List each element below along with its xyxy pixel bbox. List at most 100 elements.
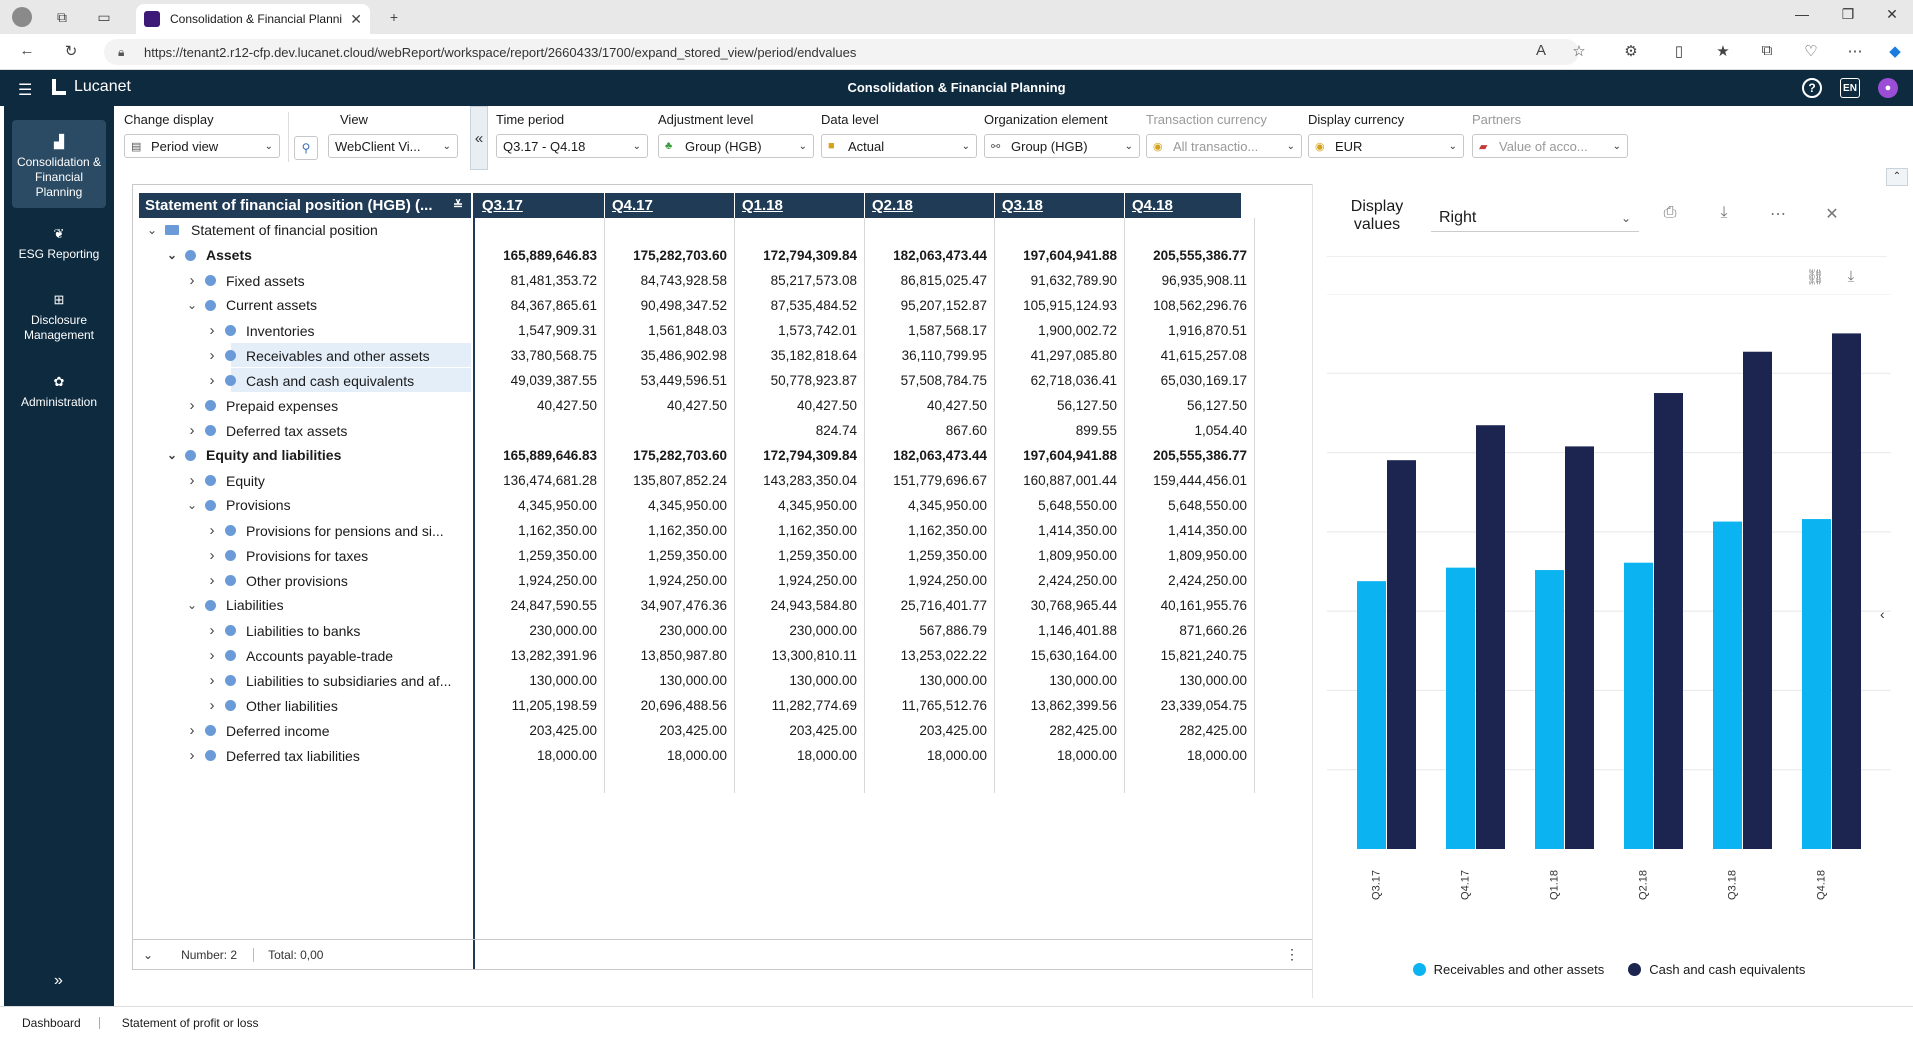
table-cell[interactable]: 15,630,164.00 [1030,648,1117,663]
table-cell[interactable]: 1,547,909.31 [518,323,597,338]
table-cell[interactable]: 165,889,646.83 [503,448,597,463]
table-cell[interactable]: 867.60 [945,423,987,438]
table-cell[interactable]: 84,367,865.61 [510,298,597,313]
table-cell[interactable]: 1,809,950.00 [1038,548,1117,563]
table-row[interactable]: › Liabilities to banks 230,000.00 230,000.0… [139,618,1248,643]
restore-icon[interactable]: ❐ [1841,6,1855,22]
table-cell[interactable]: 18,000.00 [926,748,987,763]
table-cell[interactable]: 25,716,401.77 [900,598,987,613]
table-cell[interactable]: 11,282,774.69 [771,698,857,713]
table-cell[interactable]: 13,850,987.80 [640,648,727,663]
table-cell[interactable]: 135,807,852.24 [633,473,727,488]
table-row[interactable]: ⌄ Statement of financial position [139,218,1241,243]
chevron-right-icon[interactable]: › [189,422,195,439]
table-row[interactable]: › Receivables and other assets 33,780,568.… [139,343,1247,368]
table-cell[interactable]: 24,943,584.80 [770,598,857,613]
download-icon[interactable]: ⤓ [1720,204,1728,221]
new-tab-icon[interactable]: + [389,9,399,25]
row-settings-icon[interactable]: ≚ [452,198,463,212]
table-cell[interactable]: 87,535,484.52 [770,298,857,313]
table-cell[interactable]: 35,486,902.98 [640,348,727,363]
table-cell[interactable]: 40,427.50 [666,398,727,413]
table-cell[interactable]: 34,907,476.36 [640,598,727,613]
chevron-down-icon[interactable]: ⌄ [186,498,198,512]
period-header[interactable]: Q4.18 [1125,193,1255,218]
adjustment-level-select[interactable]: ♣ Group (HGB) ⌄ [658,134,814,158]
table-cell[interactable]: 13,253,022.22 [900,648,987,663]
print-icon[interactable]: ⎙ [1663,204,1677,221]
table-cell[interactable]: 205,555,386.77 [1153,248,1247,263]
table-row[interactable]: › Fixed assets 81,481,353.72 84,743,928.58 8… [139,268,1248,293]
table-cell[interactable]: 172,794,309.84 [763,448,857,463]
chevron-down-icon[interactable]: ⌄ [186,298,198,312]
table-cell[interactable]: 1,162,350.00 [648,523,727,538]
expand-nav-icon[interactable]: » [54,972,63,989]
table-cell[interactable]: 18,000.00 [1056,748,1117,763]
table-cell[interactable]: 35,182,818.64 [770,348,857,363]
chevron-right-icon[interactable]: › [189,747,195,764]
back-icon[interactable]: ← [19,42,35,59]
bar[interactable] [1624,562,1653,849]
table-cell[interactable]: 49,039,387.55 [510,373,597,388]
chevron-right-icon[interactable]: › [189,722,195,739]
table-cell[interactable]: 230,000.00 [659,623,727,638]
table-cell[interactable]: 105,915,124.93 [1023,298,1117,313]
table-cell[interactable]: 13,282,391.96 [510,648,597,663]
period-header[interactable]: Q3.18 [995,193,1125,218]
chevron-right-icon[interactable]: › [189,472,195,489]
period-header[interactable]: Q4.17 [605,193,735,218]
table-cell[interactable]: 1,924,250.00 [778,573,857,588]
profile-icon[interactable] [12,7,32,27]
table-cell[interactable]: 1,259,350.00 [778,548,857,563]
collections-icon[interactable]: ⧉ [1761,42,1773,59]
more-icon[interactable]: ⋯ [1847,43,1863,60]
table-cell[interactable]: 4,345,950.00 [518,498,597,513]
table-cell[interactable]: 1,259,350.00 [648,548,727,563]
table-cell[interactable]: 1,900,002.72 [1038,323,1117,338]
table-cell[interactable]: 20,696,488.56 [640,698,727,713]
table-cell[interactable]: 203,425.00 [659,723,727,738]
collapse-all-icon[interactable]: ⌄ [143,947,154,962]
table-cell[interactable]: 18,000.00 [796,748,857,763]
chevron-right-icon[interactable]: › [209,572,215,589]
table-row[interactable]: › Deferred income 203,425.00 203,425.00 203,… [139,718,1248,743]
table-cell[interactable]: 130,000.00 [1049,673,1117,688]
data-level-select[interactable]: ■ Actual ⌄ [821,134,977,158]
collapse-toolbar-button[interactable]: « [470,106,488,170]
menu-icon[interactable]: ☰ [18,82,33,99]
table-cell[interactable]: 182,063,473.44 [893,248,987,263]
table-cell[interactable]: 151,779,696.67 [893,473,987,488]
table-cell[interactable]: 130,000.00 [1179,673,1247,688]
table-row[interactable]: › Cash and cash equivalents 49,039,387.55 5… [139,368,1247,393]
copilot-icon[interactable]: ◆ [1889,43,1901,60]
table-cell[interactable]: 57,508,784.75 [900,373,987,388]
extensions-icon[interactable]: ⚙ [1624,43,1638,60]
bar[interactable] [1476,425,1505,849]
close-window-icon[interactable]: ✕ [1886,6,1898,22]
split-screen-icon[interactable]: ▯ [1674,43,1684,60]
tab-dashboard[interactable]: Dashboard [22,1016,81,1030]
table-cell[interactable]: 172,794,309.84 [763,248,857,263]
reload-icon[interactable]: ↻ [64,43,78,60]
chevron-right-icon[interactable]: › [189,272,195,289]
table-cell[interactable]: 1,573,742.01 [778,323,857,338]
table-cell[interactable]: 15,821,240.75 [1160,648,1247,663]
bar[interactable] [1535,570,1564,849]
table-row[interactable]: › Prepaid expenses 40,427.50 40,427.50 40,42… [139,393,1248,418]
table-cell[interactable]: 1,809,950.00 [1168,548,1247,563]
table-cell[interactable]: 1,414,350.00 [1168,523,1247,538]
chevron-right-icon[interactable]: › [209,372,215,389]
table-cell[interactable]: 165,889,646.83 [503,248,597,263]
table-cell[interactable]: 197,604,941.88 [1023,448,1117,463]
table-row[interactable]: › Other liabilities 11,205,198.59 20,696,48… [139,693,1248,718]
chevron-down-icon[interactable]: ⌄ [166,448,178,462]
table-cell[interactable]: 205,555,386.77 [1153,448,1247,463]
table-cell[interactable]: 282,425.00 [1179,723,1247,738]
table-row[interactable]: › Deferred tax assets 824.74 867.60 899.55 1,… [139,418,1248,443]
panel-arrow-icon[interactable]: ‹ [1880,606,1885,622]
table-cell[interactable]: 41,297,085.80 [1030,348,1117,363]
chevron-right-icon[interactable]: › [209,672,215,689]
table-cell[interactable]: 84,743,928.58 [640,273,727,288]
period-header[interactable]: Q1.18 [735,193,865,218]
table-cell[interactable]: 130,000.00 [659,673,727,688]
